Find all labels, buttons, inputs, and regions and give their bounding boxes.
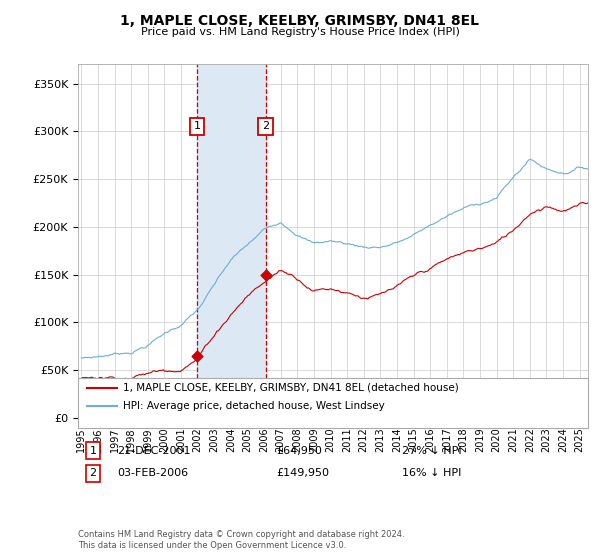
Text: 1, MAPLE CLOSE, KEELBY, GRIMSBY, DN41 8EL (detached house): 1, MAPLE CLOSE, KEELBY, GRIMSBY, DN41 8E… <box>123 382 459 393</box>
Text: 1, MAPLE CLOSE, KEELBY, GRIMSBY, DN41 8EL: 1, MAPLE CLOSE, KEELBY, GRIMSBY, DN41 8E… <box>121 14 479 28</box>
Text: 1: 1 <box>194 122 200 132</box>
Text: 1: 1 <box>89 446 97 456</box>
Text: 2: 2 <box>262 122 269 132</box>
Text: 16% ↓ HPI: 16% ↓ HPI <box>402 468 461 478</box>
Point <box>193 351 202 360</box>
Text: 27% ↓ HPI: 27% ↓ HPI <box>402 446 461 456</box>
Text: £64,950: £64,950 <box>276 446 322 456</box>
Text: £149,950: £149,950 <box>276 468 329 478</box>
Text: Contains HM Land Registry data © Crown copyright and database right 2024.: Contains HM Land Registry data © Crown c… <box>78 530 404 539</box>
Text: This data is licensed under the Open Government Licence v3.0.: This data is licensed under the Open Gov… <box>78 541 346 550</box>
Text: 21-DEC-2001: 21-DEC-2001 <box>117 446 191 456</box>
Bar <box>197 64 266 418</box>
Text: Price paid vs. HM Land Registry's House Price Index (HPI): Price paid vs. HM Land Registry's House … <box>140 27 460 37</box>
Point <box>261 270 271 279</box>
Text: 03-FEB-2006: 03-FEB-2006 <box>117 468 188 478</box>
Text: HPI: Average price, detached house, West Lindsey: HPI: Average price, detached house, West… <box>123 401 385 411</box>
Text: 2: 2 <box>89 468 97 478</box>
